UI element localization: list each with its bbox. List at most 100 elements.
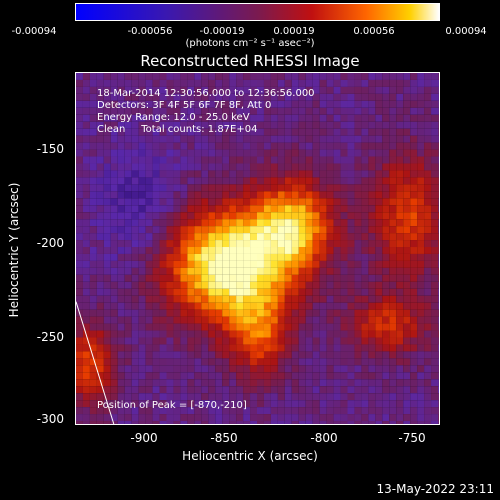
heatmap-cell (438, 421, 439, 424)
heatmap-cell (389, 393, 397, 401)
heatmap-cell (347, 135, 355, 143)
heatmap-cell (319, 393, 327, 401)
heatmap-cell (96, 260, 104, 268)
heatmap-cell (89, 121, 97, 129)
heatmap-cell (250, 219, 258, 227)
heatmap-cell (424, 114, 432, 122)
heatmap-cell (354, 400, 362, 408)
heatmap-cell (319, 240, 327, 248)
heatmap-cell (166, 288, 174, 296)
heatmap-cell (284, 400, 292, 408)
heatmap-cell (270, 351, 278, 359)
heatmap-cell (138, 295, 146, 303)
heatmap-cell (131, 379, 139, 387)
heatmap-cell (76, 302, 83, 310)
heatmap-cell (187, 358, 195, 366)
heatmap-cell (410, 351, 418, 359)
heatmap-cell (326, 281, 334, 289)
heatmap-cell (103, 421, 111, 424)
heatmap-cell (291, 358, 299, 366)
heatmap-cell (305, 337, 313, 345)
heatmap-cell (187, 330, 195, 338)
heatmap-cell (103, 191, 111, 199)
heatmap-cell (215, 86, 223, 94)
heatmap-cell (201, 219, 209, 227)
heatmap-cell (396, 309, 404, 317)
heatmap-cell (424, 295, 432, 303)
heatmap-cell (201, 309, 209, 317)
heatmap-cell (82, 302, 90, 310)
heatmap-cell (250, 212, 258, 220)
heatmap-cell (368, 121, 376, 129)
heatmap-cell (180, 295, 188, 303)
heatmap-cell (229, 142, 237, 150)
heatmap-cell (194, 274, 202, 282)
heatmap-cell (403, 73, 411, 80)
heatmap-cell (173, 121, 181, 129)
heatmap-cell (361, 393, 369, 401)
heatmap-cell (124, 386, 132, 394)
heatmap-cell (187, 135, 195, 143)
heatmap-cell (229, 358, 237, 366)
heatmap-cell (166, 86, 174, 94)
heatmap-cell (180, 135, 188, 143)
heatmap-cell (166, 358, 174, 366)
heatmap-cell (103, 372, 111, 380)
heatmap-cell (361, 198, 369, 206)
heatmap-cell (263, 128, 271, 136)
heatmap-cell (396, 163, 404, 171)
heatmap-cell (173, 365, 181, 373)
heatmap-cell (257, 400, 264, 408)
info-energy-range: Energy Range: 12.0 - 25.0 keV (97, 112, 250, 123)
heatmap-cell (145, 267, 153, 275)
heatmap-cell (298, 233, 306, 241)
heatmap-cell (263, 379, 271, 387)
heatmap-cell (138, 288, 146, 296)
heatmap-cell (291, 100, 299, 108)
heatmap-cell (368, 79, 376, 87)
heatmap-cell (333, 295, 341, 303)
heatmap-cell (319, 267, 327, 275)
heatmap-cell (312, 414, 320, 422)
heatmap-cell (124, 93, 132, 101)
heatmap-cell (305, 233, 313, 241)
heatmap-cell (180, 302, 188, 310)
heatmap-cell (96, 226, 104, 234)
heatmap-cell (277, 421, 285, 424)
heatmap-cell (347, 142, 355, 150)
heatmap-cell (417, 156, 425, 164)
heatmap-cell (180, 93, 188, 101)
heatmap-cell (89, 177, 97, 185)
heatmap-cell (257, 114, 264, 122)
heatmap-cell (312, 219, 320, 227)
heatmap-cell (396, 379, 404, 387)
heatmap-cell (389, 184, 397, 192)
heatmap-cell (326, 100, 334, 108)
heatmap-cell (243, 121, 251, 129)
heatmap-cell (159, 184, 167, 192)
heatmap-cell (319, 198, 327, 206)
heatmap-cell (263, 400, 271, 408)
heatmap-cell (319, 295, 327, 303)
heatmap-cell (173, 302, 181, 310)
heatmap-cell (159, 379, 167, 387)
heatmap-cell (76, 323, 83, 331)
heatmap-cell (417, 73, 425, 80)
heatmap-cell (263, 149, 271, 157)
heatmap-cell (277, 93, 285, 101)
heatmap-cell (138, 372, 146, 380)
heatmap-cell (284, 309, 292, 317)
heatmap-cell (312, 274, 320, 282)
heatmap-cell (222, 86, 230, 94)
heatmap-cell (76, 184, 83, 192)
heatmap-cell (417, 407, 425, 415)
heatmap-cell (152, 267, 160, 275)
heatmap-cell (305, 114, 313, 122)
heatmap-cell (243, 142, 251, 150)
heatmap-cell (257, 274, 264, 282)
heatmap-cell (368, 212, 376, 220)
heatmap-cell (340, 372, 348, 380)
heatmap-cell (145, 281, 153, 289)
heatmap-cell (180, 149, 188, 157)
heatmap-cell (396, 337, 404, 345)
